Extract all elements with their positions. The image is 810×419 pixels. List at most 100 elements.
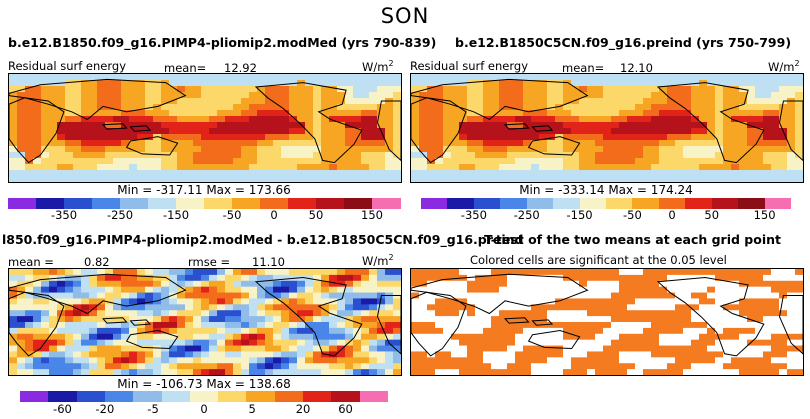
map-cell (185, 357, 194, 364)
map-cell (419, 369, 428, 375)
map-cell (313, 98, 322, 105)
map-cell (643, 80, 652, 87)
colorbar-tick-label: -350 (460, 208, 487, 222)
map-cell (321, 292, 330, 300)
map-cell (523, 92, 532, 99)
map-cell (523, 310, 532, 317)
map-cell (675, 327, 684, 335)
map-cell (507, 80, 516, 87)
map-cell (249, 357, 258, 364)
map-cell (225, 92, 234, 99)
map-cell (9, 327, 18, 335)
map-cell (385, 369, 394, 375)
map-cell (667, 357, 676, 364)
map-cell (603, 128, 612, 135)
map-cell (499, 363, 508, 370)
map-cell (377, 357, 386, 364)
map-cell (547, 286, 556, 294)
map-cell (747, 98, 756, 105)
panel2-minmax: Min = -333.14 Max = 174.24 (519, 183, 693, 197)
map-cell (385, 128, 394, 135)
map-cell (779, 152, 788, 159)
map-cell (17, 122, 26, 129)
map-cell (547, 327, 556, 335)
map-cell (507, 316, 516, 323)
map-cell (329, 286, 338, 294)
map-cell (579, 170, 588, 177)
map-cell (419, 140, 428, 147)
map-cell (547, 345, 556, 353)
map-cell (795, 357, 803, 364)
map-cell (723, 80, 732, 87)
map-cell (763, 333, 772, 341)
map-cell (169, 298, 178, 305)
map-cell (369, 310, 378, 317)
map-cell (177, 322, 186, 329)
map-cell (161, 140, 170, 147)
map-cell (249, 128, 258, 135)
map-cell (297, 146, 306, 153)
map-cell (571, 170, 580, 177)
map-cell (193, 339, 202, 347)
map-cell (771, 104, 780, 111)
map-cell (89, 339, 98, 347)
map-cell (345, 116, 354, 123)
map-cell (739, 322, 748, 329)
map-cell (667, 122, 676, 129)
map-cell (289, 170, 298, 177)
map-cell (499, 152, 508, 159)
map-cell (451, 146, 460, 153)
map-cell (377, 164, 386, 171)
map-cell (795, 128, 803, 135)
map-cell (419, 134, 428, 141)
map-cell (9, 280, 18, 288)
map-cell (715, 170, 724, 177)
map-cell (9, 339, 18, 347)
map-cell (691, 152, 700, 159)
map-cell (763, 316, 772, 323)
map-cell (329, 316, 338, 323)
map-cell (507, 164, 516, 171)
map-cell (241, 351, 250, 358)
map-cell (427, 327, 436, 335)
map-cell (667, 80, 676, 87)
colorbar-cell (232, 198, 261, 209)
map-cell (723, 170, 732, 177)
map-cell (233, 345, 242, 353)
map-cell (89, 140, 98, 147)
map-cell (225, 134, 234, 141)
map-cell (611, 170, 620, 177)
map-cell (603, 164, 612, 171)
map-cell (419, 363, 428, 370)
map-cell (723, 74, 732, 81)
map-cell (201, 158, 210, 165)
map-cell (169, 170, 178, 177)
map-cell (249, 274, 258, 282)
map-cell (467, 357, 476, 364)
map-cell (411, 280, 420, 288)
map-cell (49, 363, 58, 370)
map-cell (73, 280, 82, 288)
map-cell (499, 351, 508, 358)
colorbar-cell (738, 198, 766, 209)
map-cell (411, 104, 420, 111)
map-cell (435, 304, 444, 311)
map-cell (627, 304, 636, 311)
map-cell (129, 80, 138, 87)
map-cell (507, 98, 516, 105)
map-cell (771, 176, 780, 182)
map-cell (475, 357, 484, 364)
map-cell (747, 134, 756, 141)
map-cell (241, 140, 250, 147)
map-cell (193, 327, 202, 335)
map-cell (771, 134, 780, 141)
map-cell (531, 322, 540, 329)
map-cell (113, 310, 122, 317)
map-cell (691, 122, 700, 129)
map-cell (443, 292, 452, 300)
map-cell (241, 86, 250, 93)
map-cell (49, 292, 58, 300)
map-cell (249, 140, 258, 147)
map-cell (683, 110, 692, 117)
map-cell (587, 92, 596, 99)
